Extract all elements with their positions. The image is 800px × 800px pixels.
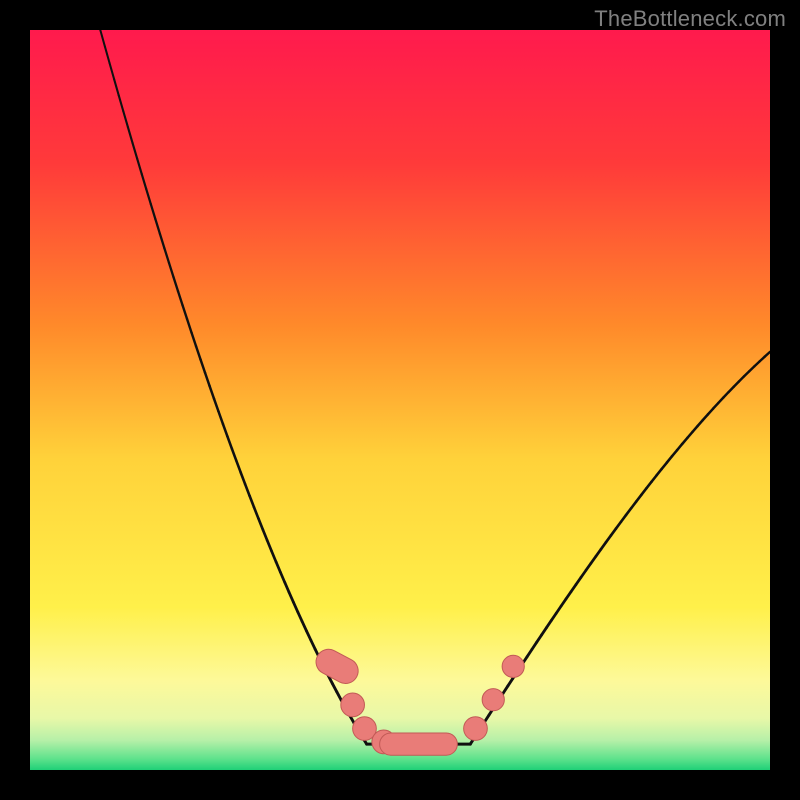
chart-svg (30, 30, 770, 770)
chart-area (30, 30, 770, 770)
gradient-rect (30, 30, 770, 770)
watermark-text: TheBottleneck.com (594, 6, 786, 32)
chart-stage: TheBottleneck.com (0, 0, 800, 800)
